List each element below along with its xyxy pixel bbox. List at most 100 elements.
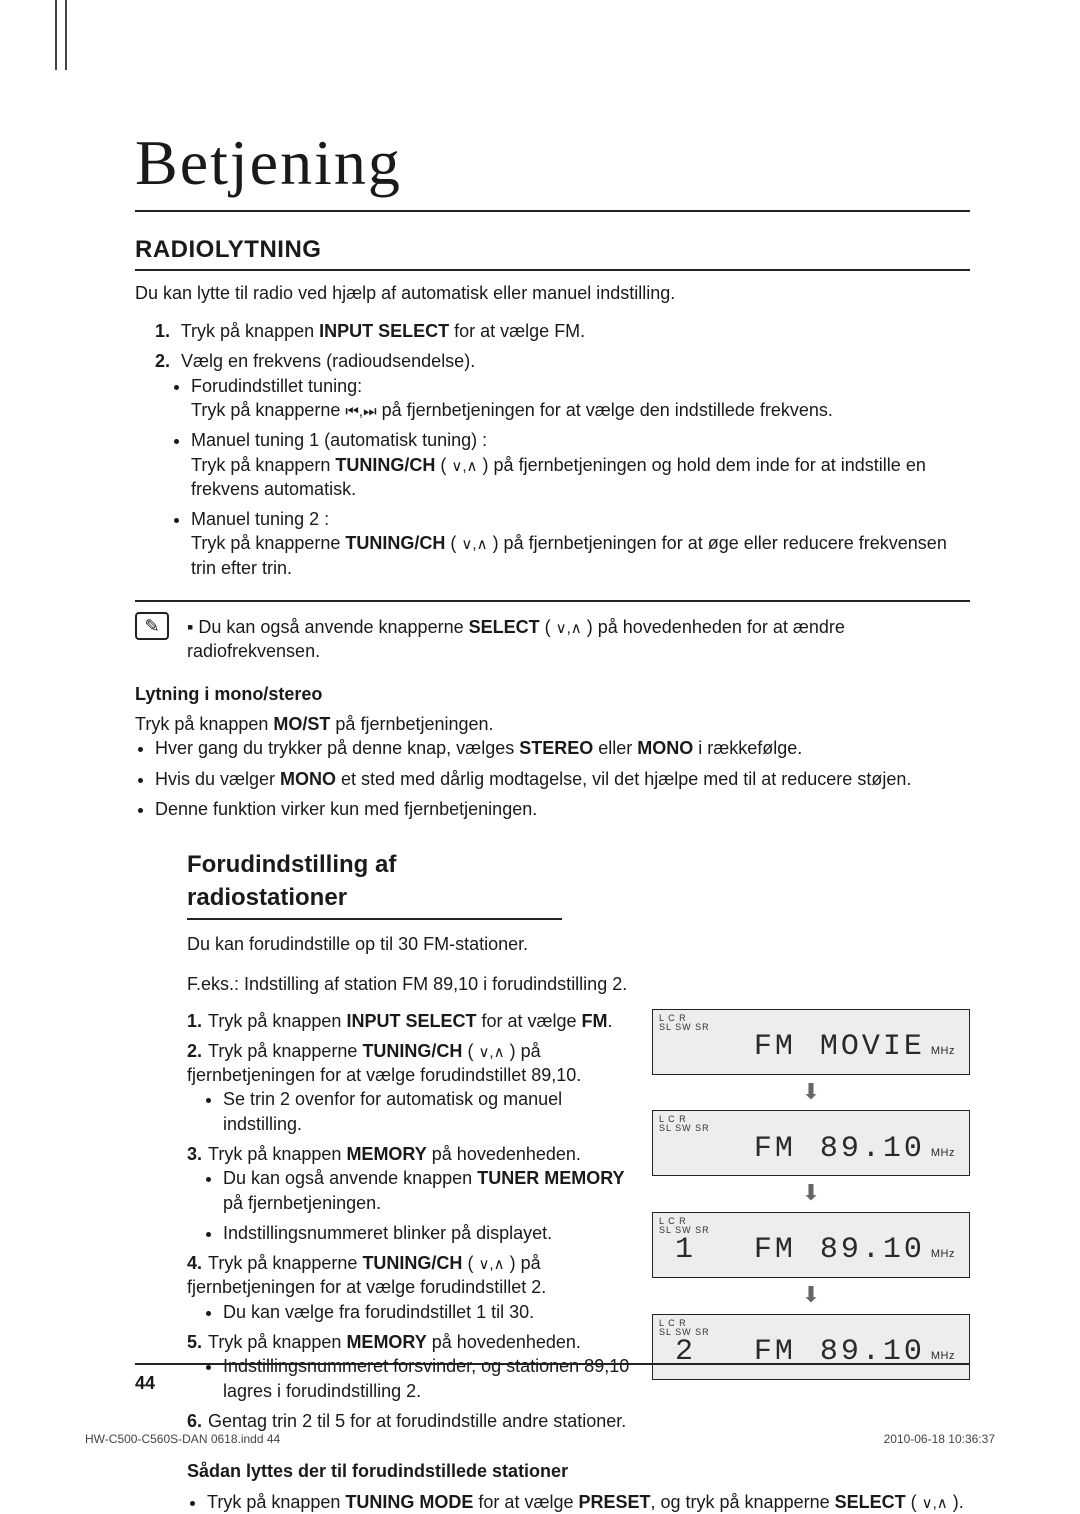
prev-icon: ⏮,⏭	[345, 403, 376, 420]
text: Tryk på knappen	[208, 1144, 346, 1164]
arrow-down-icon: ⬇	[652, 1178, 970, 1208]
text: Tryk på knapperne	[191, 400, 345, 420]
lcd-unit: MHz	[931, 1349, 955, 1364]
mono-list: Hver gang du trykker på denne knap, vælg…	[135, 736, 970, 821]
list-item: 3.Tryk på knappen MEMORY på hovedenheden…	[187, 1142, 634, 1245]
text: eller	[593, 738, 637, 758]
step-number: 5.	[187, 1332, 202, 1352]
sub-heading-listen: Sådan lyttes der til forudindstillede st…	[187, 1459, 970, 1483]
text-bold: TUNING MODE	[345, 1492, 473, 1512]
text: Denne funktion virker kun med fjernbetje…	[155, 799, 537, 819]
sub-list: Se trin 2 ovenfor for automatisk og manu…	[187, 1087, 634, 1136]
text: i rækkefølge.	[693, 738, 802, 758]
list-item: Manuel tuning 2 : Tryk på knapperne TUNI…	[191, 507, 970, 580]
down-up-icon: ∨,∧	[451, 458, 477, 475]
text: Indstillingsnummeret blinker på displaye…	[223, 1223, 552, 1243]
sub-list: Forudindstillet tuning: Tryk på knappern…	[155, 374, 970, 580]
list-item: 2. Vælg en frekvens (radioudsendelse). F…	[155, 349, 970, 580]
list-item: 1. Tryk på knappen INPUT SELECT for at v…	[155, 319, 970, 343]
down-up-icon: ∨,∧	[461, 536, 487, 553]
list-item: 4.Tryk på knapperne TUNING/CH ( ∨,∧ ) på…	[187, 1251, 634, 1324]
text: Tryk på knapperne	[191, 533, 345, 553]
text-bold: PRESET	[578, 1492, 650, 1512]
text: Forudindstillet tuning:	[191, 376, 362, 396]
text-bold: STEREO	[519, 738, 593, 758]
step-number: 1.	[155, 321, 170, 341]
divider	[135, 600, 970, 602]
down-up-icon: ∨,∧	[556, 620, 582, 637]
text: et sted med dårlig modtagelse, vil det h…	[336, 769, 911, 789]
lcd-display: L C RSL SW SR 1FM89.10MHz	[652, 1212, 970, 1278]
note-block: ✎ ▪ Du kan også anvende knapperne SELECT…	[135, 612, 970, 664]
down-up-icon: ∨,∧	[478, 1256, 504, 1273]
text: Tryk på knappen	[208, 1011, 346, 1031]
list-item: Forudindstillet tuning: Tryk på knappern…	[191, 374, 970, 423]
lcd-mid: FM	[754, 1129, 796, 1170]
text: Du kan også anvende knapperne	[198, 617, 468, 637]
text: , og tryk på knapperne	[651, 1492, 835, 1512]
step-number: 2.	[155, 351, 170, 371]
text: (	[445, 533, 461, 553]
crop-mark	[55, 0, 67, 70]
step-number: 3.	[187, 1144, 202, 1164]
text: på hovedenheden.	[427, 1144, 581, 1164]
down-up-icon: ∨,∧	[478, 1044, 504, 1061]
text-bold: TUNING/CH	[362, 1253, 462, 1273]
list-item: Indstillingsnummeret blinker på displaye…	[223, 1221, 634, 1245]
text: på hovedenheden.	[427, 1332, 581, 1352]
text-bold: SELECT	[469, 617, 540, 637]
text-bold: TUNING/CH	[335, 455, 435, 475]
text-bold: MONO	[280, 769, 336, 789]
step-number: 2.	[187, 1041, 202, 1061]
list-item: Manuel tuning 1 (automatisk tuning) : Tr…	[191, 428, 970, 501]
text: for at vælge	[473, 1492, 578, 1512]
text: Hver gang du trykker på denne knap, vælg…	[155, 738, 519, 758]
text: på fjernbetjeningen.	[330, 714, 493, 734]
text: Tryk på knappern	[191, 455, 335, 475]
list-item: 6.Gentag trin 2 til 5 for at forudindsti…	[187, 1409, 634, 1433]
lcd-left: 1	[653, 1230, 696, 1271]
arrow-down-icon: ⬇	[652, 1280, 970, 1310]
footer-left: HW-C500-C560S-DAN 0618.indd 44	[85, 1431, 280, 1447]
text-line: Tryk på knappen MO/ST på fjernbetjeninge…	[135, 712, 970, 736]
text-bold: TUNING/CH	[345, 533, 445, 553]
list-item: Denne funktion virker kun med fjernbetje…	[155, 797, 970, 821]
page-title: Betjening	[135, 120, 970, 212]
lcd-right: 89.10	[820, 1230, 925, 1271]
text-bold: INPUT SELECT	[346, 1011, 476, 1031]
text-bold: INPUT SELECT	[319, 321, 449, 341]
list-item: 1.Tryk på knappen INPUT SELECT for at væ…	[187, 1009, 634, 1033]
text-line: F.eks.: Indstilling af station FM 89,10 …	[187, 972, 970, 996]
section-heading-preset: Forudindstilling af radiostationer	[187, 849, 562, 920]
text-bold: MEMORY	[346, 1332, 426, 1352]
text: Gentag trin 2 til 5 for at forudindstill…	[208, 1411, 626, 1431]
list-item: Du kan også anvende knappen TUNER MEMORY…	[223, 1166, 634, 1215]
text: Du kan vælge fra forudindstillet 1 til 3…	[223, 1302, 534, 1322]
lcd-display: L C RSL SW SR FMMOVIEMHz	[652, 1009, 970, 1075]
main-steps-list: 1. Tryk på knappen INPUT SELECT for at v…	[135, 319, 970, 580]
list-item: Hver gang du trykker på denne knap, vælg…	[155, 736, 970, 760]
text: Vælg en frekvens (radioudsendelse).	[181, 351, 475, 371]
list-item: Hvis du vælger MONO et sted med dårlig m…	[155, 767, 970, 791]
text: Tryk på knappen	[181, 321, 319, 341]
down-up-icon: ∨,∧	[922, 1495, 948, 1512]
list-item: Du kan vælge fra forudindstillet 1 til 3…	[223, 1300, 634, 1324]
page-number: 44	[135, 1363, 970, 1395]
text: (	[435, 455, 451, 475]
text: Tryk på knappen	[135, 714, 273, 734]
note-icon: ✎	[135, 612, 169, 640]
sub-list: Du kan også anvende knappen TUNER MEMORY…	[187, 1166, 634, 1245]
step-number: 1.	[187, 1011, 202, 1031]
text: Manuel tuning 1 (automatisk tuning) :	[191, 430, 487, 450]
list-item: Tryk på knappen TUNING MODE for at vælge…	[207, 1490, 970, 1514]
lcd-unit: MHz	[931, 1146, 955, 1161]
text-line: Du kan forudindstille op til 30 FM-stati…	[187, 932, 970, 956]
listen-list: Tryk på knappen TUNING MODE for at vælge…	[135, 1490, 970, 1514]
text: Tryk på knapperne	[208, 1253, 362, 1273]
text-bold: MO/ST	[273, 714, 330, 734]
lcd-mid: FM	[754, 1027, 796, 1068]
text: Du kan også anvende knappen	[223, 1168, 477, 1188]
text: for at vælge FM.	[449, 321, 585, 341]
section-heading-radio: RADIOLYTNING	[135, 234, 970, 270]
lcd-right: 89.10	[820, 1129, 925, 1170]
